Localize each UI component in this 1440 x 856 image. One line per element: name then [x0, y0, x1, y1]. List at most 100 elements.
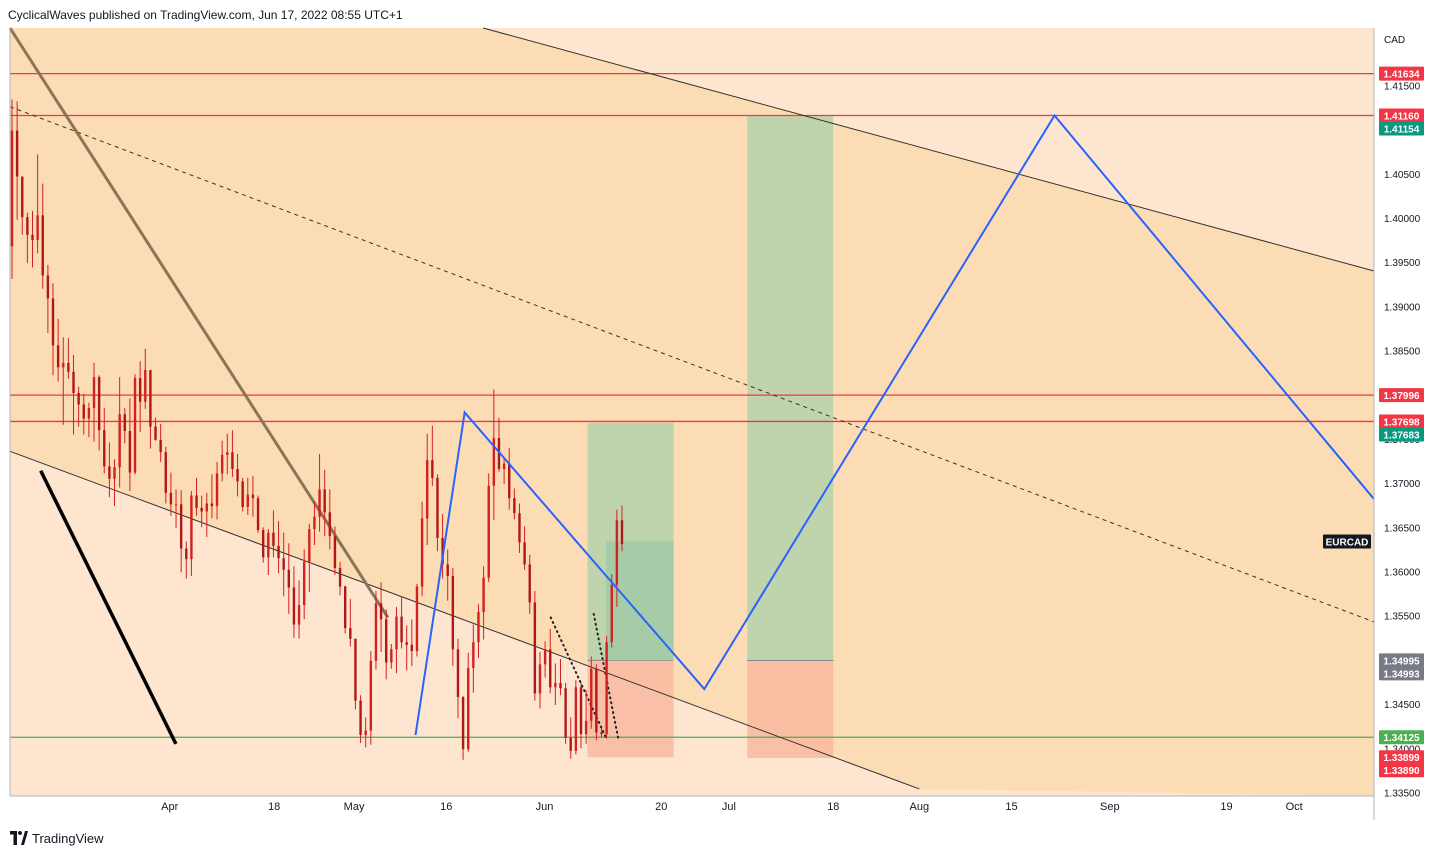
candle-body [113, 467, 116, 479]
top-bar: CyclicalWaves published on TradingView.c… [0, 0, 1440, 28]
loss-zone-1[interactable] [587, 660, 674, 758]
candle-body [195, 495, 198, 508]
candle-body [77, 392, 80, 405]
candle [246, 477, 249, 515]
candle [543, 641, 547, 678]
candle [128, 398, 132, 492]
price-label-bg [1379, 763, 1424, 778]
candle [343, 585, 347, 634]
candle-body [15, 130, 19, 177]
candle-body [354, 638, 357, 701]
candle-body [579, 687, 583, 735]
candle [328, 489, 332, 550]
y-tick-label: 1.39000 [1384, 302, 1421, 313]
candle-body [297, 605, 301, 625]
candle-body [415, 586, 419, 652]
candle-body [374, 603, 378, 661]
candle [405, 625, 408, 671]
candle-body [82, 404, 85, 419]
candle [415, 583, 419, 657]
candle-body [231, 452, 234, 470]
candle [354, 638, 357, 710]
price-label-bg [1379, 730, 1424, 745]
channel-fill [10, 28, 1374, 796]
candle [390, 643, 393, 669]
candle-body [308, 529, 311, 562]
candle-body [123, 414, 126, 432]
price-label: 1.41154 [1379, 121, 1424, 136]
price-label-text: 1.37996 [1383, 391, 1420, 402]
symbol-tag: EURCAD [1326, 537, 1369, 548]
candle [87, 402, 91, 438]
candle [261, 527, 265, 563]
trend-lines[interactable] [8, 27, 1375, 790]
trend-line-solid-thin[interactable] [9, 450, 920, 790]
candle [297, 580, 301, 639]
candle [190, 491, 193, 576]
price-label: 1.41634 [1379, 66, 1424, 81]
candle [508, 447, 511, 510]
candle [436, 474, 439, 552]
candle-body [461, 697, 465, 750]
candle [41, 183, 44, 289]
x-tick-label: Apr [161, 801, 178, 813]
y-tick-label: 1.38500 [1384, 347, 1421, 358]
projection-path[interactable] [414, 113, 1375, 736]
price-label-bg [1379, 121, 1424, 136]
candle-body [533, 602, 537, 694]
candle [56, 318, 60, 382]
candle-body [87, 408, 91, 419]
candle [72, 354, 75, 435]
candle-body [554, 682, 557, 688]
x-tick-label: May [344, 801, 365, 813]
candle [67, 338, 70, 379]
candle [77, 386, 80, 427]
candle [513, 488, 516, 520]
price-label-bg [1379, 750, 1424, 765]
candle-body [226, 452, 229, 455]
profit-zone-2[interactable] [747, 116, 834, 661]
candle-body [385, 619, 388, 663]
price-label-text: 1.33890 [1383, 766, 1420, 777]
candle-body [92, 377, 96, 409]
price-label-bg [1379, 653, 1424, 668]
candle [426, 433, 429, 546]
candle [205, 492, 208, 538]
candle [431, 425, 434, 486]
loss-zone-2[interactable] [747, 660, 834, 758]
candle [272, 510, 275, 558]
candle-body [149, 370, 152, 427]
candle [210, 474, 214, 519]
candle-body [615, 520, 619, 585]
trend-line-solid-heavy[interactable] [39, 469, 178, 745]
candle-body [559, 682, 562, 689]
y-tick-label: 1.34000 [1384, 744, 1421, 755]
candle-body [31, 234, 34, 241]
candle [308, 523, 311, 592]
candle-body [41, 215, 44, 276]
symbol-tag-bg [1323, 534, 1371, 549]
candle [195, 477, 198, 516]
candle [461, 696, 465, 760]
candle [323, 469, 326, 537]
candle [97, 375, 101, 451]
candle-body [492, 438, 496, 486]
candle-body [118, 414, 121, 468]
projection-zigzag[interactable] [414, 113, 1375, 736]
candle [220, 440, 224, 482]
trend-line-solid-thin[interactable] [482, 27, 1375, 272]
candle-body [36, 215, 39, 241]
candle [349, 598, 352, 647]
candle-body [426, 460, 429, 519]
candle-body [349, 628, 352, 639]
candle-body [467, 667, 470, 750]
price-label: 1.37996 [1379, 388, 1424, 403]
trend-line-dotted[interactable] [592, 612, 620, 740]
candle [36, 154, 39, 254]
price-label-text: 1.34125 [1383, 733, 1420, 744]
candle [26, 212, 29, 264]
trend-line-dashed[interactable] [9, 106, 1375, 623]
price-label-text: 1.41160 [1384, 111, 1420, 122]
x-tick-label: 20 [655, 801, 667, 813]
